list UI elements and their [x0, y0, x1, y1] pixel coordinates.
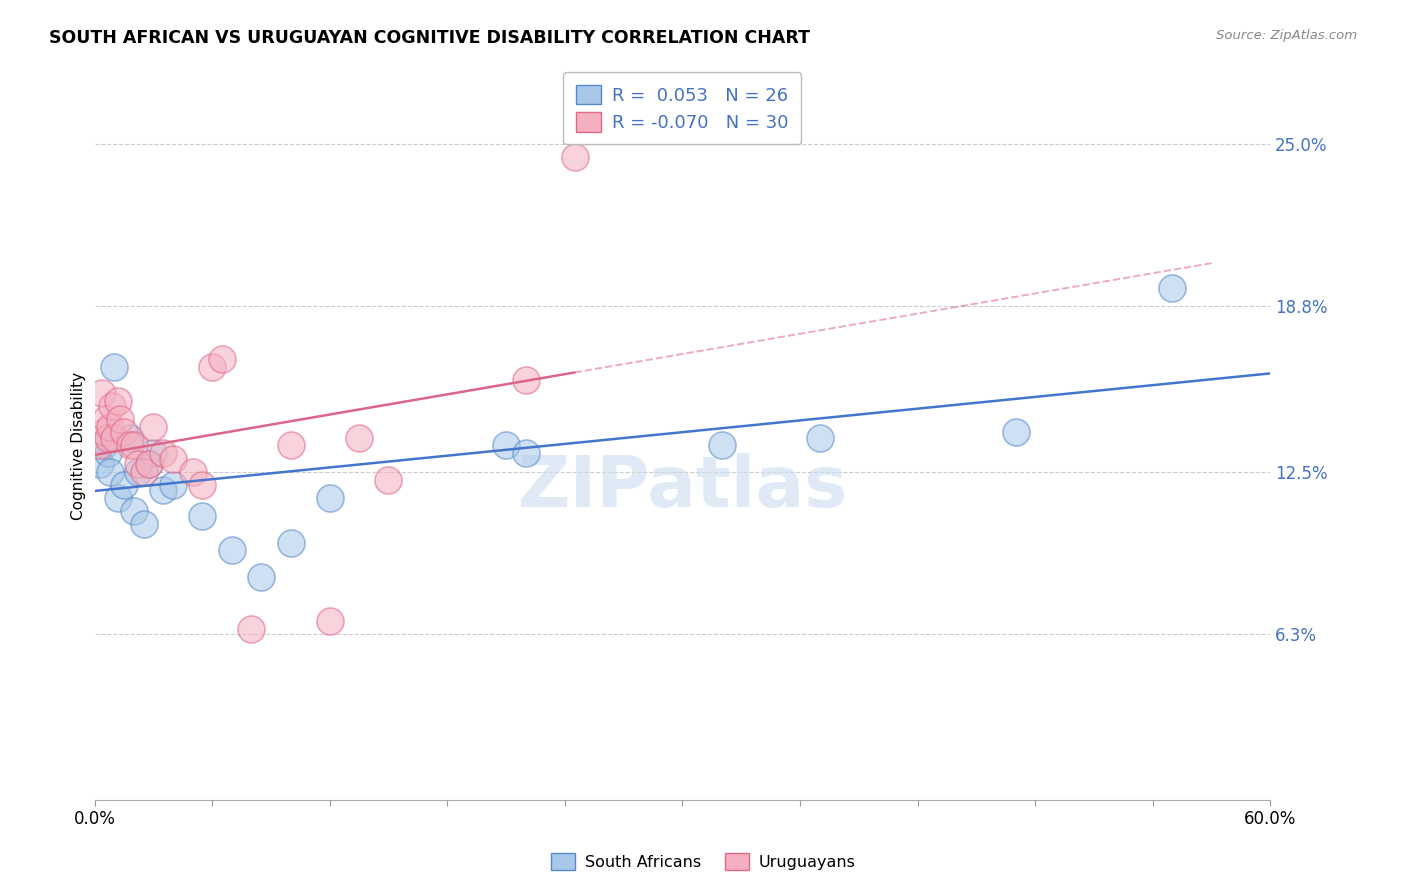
- Point: [132, 517, 155, 532]
- Point: [107, 491, 129, 505]
- Point: [132, 465, 155, 479]
- Point: [240, 622, 263, 636]
- Point: [564, 150, 586, 164]
- Point: [89, 438, 111, 452]
- Point: [710, 438, 733, 452]
- Point: [138, 457, 160, 471]
- Point: [122, 438, 145, 452]
- Point: [377, 473, 399, 487]
- Point: [191, 478, 214, 492]
- Point: [347, 431, 370, 445]
- Point: [319, 491, 342, 505]
- Point: [97, 431, 120, 445]
- Point: [96, 412, 118, 426]
- Point: [89, 457, 111, 471]
- Point: [103, 359, 125, 374]
- Point: [1004, 425, 1026, 440]
- Point: [107, 393, 129, 408]
- Point: [103, 431, 125, 445]
- Point: [138, 457, 160, 471]
- Point: [495, 438, 517, 452]
- Point: [93, 438, 115, 452]
- Point: [112, 425, 135, 440]
- Point: [91, 386, 114, 401]
- Point: [112, 478, 135, 492]
- Point: [280, 535, 302, 549]
- Point: [127, 465, 149, 479]
- Text: Source: ZipAtlas.com: Source: ZipAtlas.com: [1216, 29, 1357, 42]
- Text: SOUTH AFRICAN VS URUGUAYAN COGNITIVE DISABILITY CORRELATION CHART: SOUTH AFRICAN VS URUGUAYAN COGNITIVE DIS…: [49, 29, 810, 46]
- Point: [98, 465, 121, 479]
- Point: [211, 351, 233, 366]
- Point: [98, 420, 121, 434]
- Point: [1161, 281, 1184, 295]
- Point: [152, 446, 174, 460]
- Legend: R =  0.053   N = 26, R = -0.070   N = 30: R = 0.053 N = 26, R = -0.070 N = 30: [564, 72, 801, 145]
- Y-axis label: Cognitive Disability: Cognitive Disability: [72, 371, 86, 519]
- Point: [191, 509, 214, 524]
- Point: [319, 614, 342, 628]
- Point: [122, 504, 145, 518]
- Point: [142, 420, 165, 434]
- Text: ZIPatlas: ZIPatlas: [517, 453, 848, 523]
- Point: [97, 446, 120, 460]
- Point: [142, 446, 165, 460]
- Point: [152, 483, 174, 497]
- Point: [127, 457, 149, 471]
- Point: [515, 446, 537, 460]
- Point: [515, 373, 537, 387]
- Point: [181, 465, 204, 479]
- Point: [118, 431, 141, 445]
- Point: [221, 543, 243, 558]
- Legend: South Africans, Uruguayans: South Africans, Uruguayans: [541, 844, 865, 880]
- Point: [118, 438, 141, 452]
- Point: [250, 569, 273, 583]
- Point: [93, 425, 115, 440]
- Point: [162, 478, 184, 492]
- Point: [280, 438, 302, 452]
- Point: [201, 359, 224, 374]
- Point: [108, 412, 131, 426]
- Point: [101, 399, 124, 413]
- Point: [162, 451, 184, 466]
- Point: [808, 431, 831, 445]
